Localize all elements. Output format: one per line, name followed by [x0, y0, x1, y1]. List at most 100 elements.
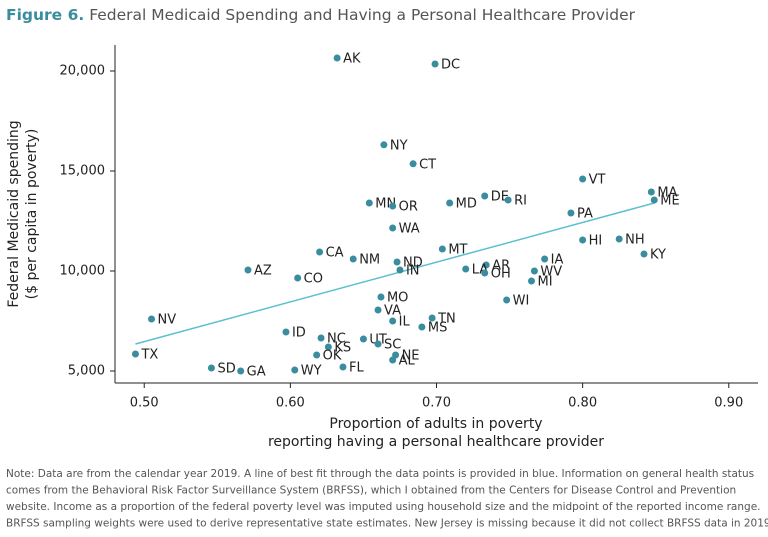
- title-text: Federal Medicaid Spending and Having a P…: [89, 6, 635, 24]
- point-label: CA: [326, 246, 344, 261]
- point: [481, 192, 489, 200]
- point: [380, 141, 388, 149]
- x-tick-label: 0.90: [714, 396, 743, 411]
- point-label: ND: [403, 256, 423, 271]
- point-label: AK: [343, 52, 361, 67]
- point: [541, 255, 549, 263]
- point-label: TX: [140, 348, 158, 363]
- note: Note: Data are from the calendar year 20…: [6, 468, 754, 480]
- y-axis-label: Federal Medicaid spending: [6, 120, 22, 307]
- point: [640, 250, 648, 258]
- point: [389, 356, 397, 364]
- point-label: NM: [359, 253, 380, 268]
- point: [316, 248, 324, 256]
- point: [428, 314, 436, 322]
- point: [396, 266, 404, 274]
- point-label: NV: [158, 313, 177, 328]
- point-label: CT: [419, 157, 436, 172]
- point-label: OR: [399, 200, 418, 215]
- point-label: HI: [589, 234, 603, 249]
- point: [317, 334, 325, 342]
- point-label: TN: [437, 312, 456, 327]
- chart-title: Figure 6. Federal Medicaid Spending and …: [6, 6, 636, 24]
- point: [389, 317, 397, 325]
- y-tick-label: 20,000: [60, 64, 106, 79]
- title-prefix: Figure 6.: [6, 6, 84, 24]
- point-label: WV: [540, 265, 562, 280]
- point-label: IN: [406, 264, 420, 279]
- point: [431, 60, 439, 68]
- point: [579, 175, 587, 183]
- point-label: FL: [349, 361, 364, 376]
- point: [504, 196, 512, 204]
- x-tick-label: 0.70: [422, 396, 451, 411]
- y-tick-label: 10,000: [60, 264, 106, 279]
- point: [481, 269, 489, 277]
- point: [131, 350, 139, 358]
- point: [389, 202, 397, 210]
- point: [409, 160, 417, 168]
- point: [282, 328, 290, 336]
- y-tick-label: 5,000: [68, 364, 105, 379]
- point-label: VT: [589, 173, 606, 188]
- point-label: PA: [577, 207, 593, 222]
- point-label: KY: [650, 248, 666, 263]
- point-label: WY: [301, 364, 322, 379]
- point: [374, 340, 382, 348]
- point-label: UT: [369, 333, 387, 348]
- y-axis-label: ($ per capita in poverty): [24, 129, 40, 300]
- point-label: VA: [384, 304, 401, 319]
- trend-line: [135, 202, 655, 345]
- point-label: OK: [323, 349, 342, 364]
- point: [650, 196, 658, 204]
- point: [339, 363, 347, 371]
- point: [389, 224, 397, 232]
- point: [615, 235, 623, 243]
- point: [291, 366, 299, 374]
- point-label: WA: [399, 222, 420, 237]
- point: [324, 343, 332, 351]
- point-label: DC: [441, 58, 460, 73]
- point: [527, 277, 535, 285]
- point-label: NH: [625, 233, 645, 248]
- point: [237, 367, 245, 375]
- point: [349, 255, 357, 263]
- point: [244, 266, 252, 274]
- point: [377, 293, 385, 301]
- point: [503, 296, 511, 304]
- point-label: NE: [402, 349, 420, 364]
- point-label: OH: [491, 267, 511, 282]
- point-label: AL: [399, 354, 416, 369]
- x-tick-label: 0.60: [276, 396, 305, 411]
- note: website. Income as a proportion of the f…: [6, 501, 761, 513]
- point: [333, 54, 341, 62]
- point: [530, 267, 538, 275]
- point: [294, 274, 302, 282]
- point-label: AR: [492, 259, 510, 274]
- note: comes from the Behavioral Risk Factor Su…: [6, 485, 736, 497]
- point-label: AZ: [254, 264, 272, 279]
- point-label: NY: [390, 138, 408, 153]
- point: [313, 351, 321, 359]
- point-label: MI: [537, 275, 552, 290]
- point-label: MD: [456, 197, 477, 212]
- point: [567, 209, 575, 217]
- point: [438, 245, 446, 253]
- point: [393, 258, 401, 266]
- point-label: SD: [217, 362, 235, 377]
- x-tick-label: 0.50: [130, 396, 159, 411]
- point: [418, 323, 426, 331]
- point-label: WI: [513, 294, 530, 309]
- note: BRFSS sampling weights were used to deri…: [6, 518, 768, 530]
- point: [462, 265, 470, 273]
- x-tick-label: 0.80: [568, 396, 597, 411]
- point-label: ID: [292, 326, 306, 341]
- x-axis-label: reporting having a personal healthcare p…: [268, 434, 604, 450]
- point: [359, 335, 367, 343]
- point: [148, 315, 156, 323]
- point-label: SC: [384, 338, 401, 353]
- point: [579, 236, 587, 244]
- point-label: RI: [514, 194, 527, 209]
- point-label: MT: [448, 243, 467, 258]
